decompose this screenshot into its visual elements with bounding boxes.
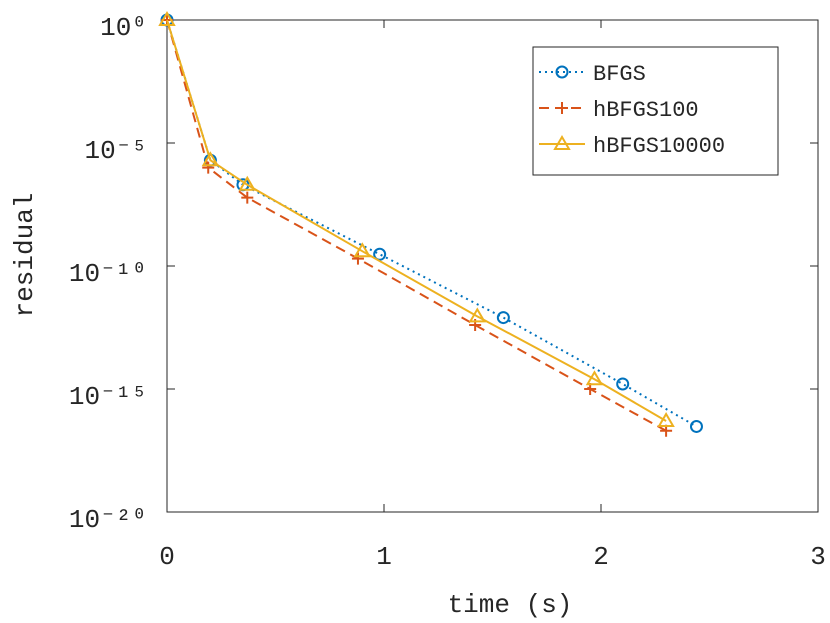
- marker: [373, 247, 387, 261]
- legend: BFGS hBFGS100 hBFGS10000: [532, 46, 779, 176]
- marker: [657, 412, 675, 428]
- marker: [238, 175, 257, 191]
- y-axis-label: residual: [10, 193, 40, 318]
- y-tick-label: 10⁻²⁰: [69, 505, 147, 535]
- legend-box: [532, 46, 779, 176]
- marker: [241, 191, 254, 204]
- y-tick-label: 10⁻¹⁵: [69, 382, 147, 412]
- marker: [556, 102, 568, 114]
- x-tick-label: 3: [810, 542, 826, 572]
- x-tick-label: 1: [376, 542, 392, 572]
- x-tick-label: 2: [593, 542, 609, 572]
- marker: [202, 161, 215, 174]
- legend-label: BFGS: [593, 62, 646, 87]
- legend-label: hBFGS100: [593, 98, 699, 123]
- marker: [353, 242, 372, 258]
- y-tick-label: 10⁻¹⁰: [69, 259, 147, 289]
- series-line: [166, 19, 667, 422]
- marker: [468, 307, 487, 323]
- marker: [201, 151, 220, 167]
- x-tick-label: 0: [159, 542, 175, 572]
- marker: [585, 370, 604, 386]
- marker: [555, 65, 569, 79]
- x-axis-label: time (s): [448, 590, 573, 620]
- marker: [158, 11, 176, 26]
- y-tick-label: 10⁰: [100, 13, 147, 43]
- marker: [351, 252, 364, 265]
- marker: [553, 135, 571, 150]
- marker: [616, 377, 630, 391]
- y-tick-label: 10⁻⁵: [85, 136, 147, 166]
- marker: [496, 311, 510, 325]
- marker: [689, 419, 703, 433]
- legend-label: hBFGS10000: [593, 134, 725, 159]
